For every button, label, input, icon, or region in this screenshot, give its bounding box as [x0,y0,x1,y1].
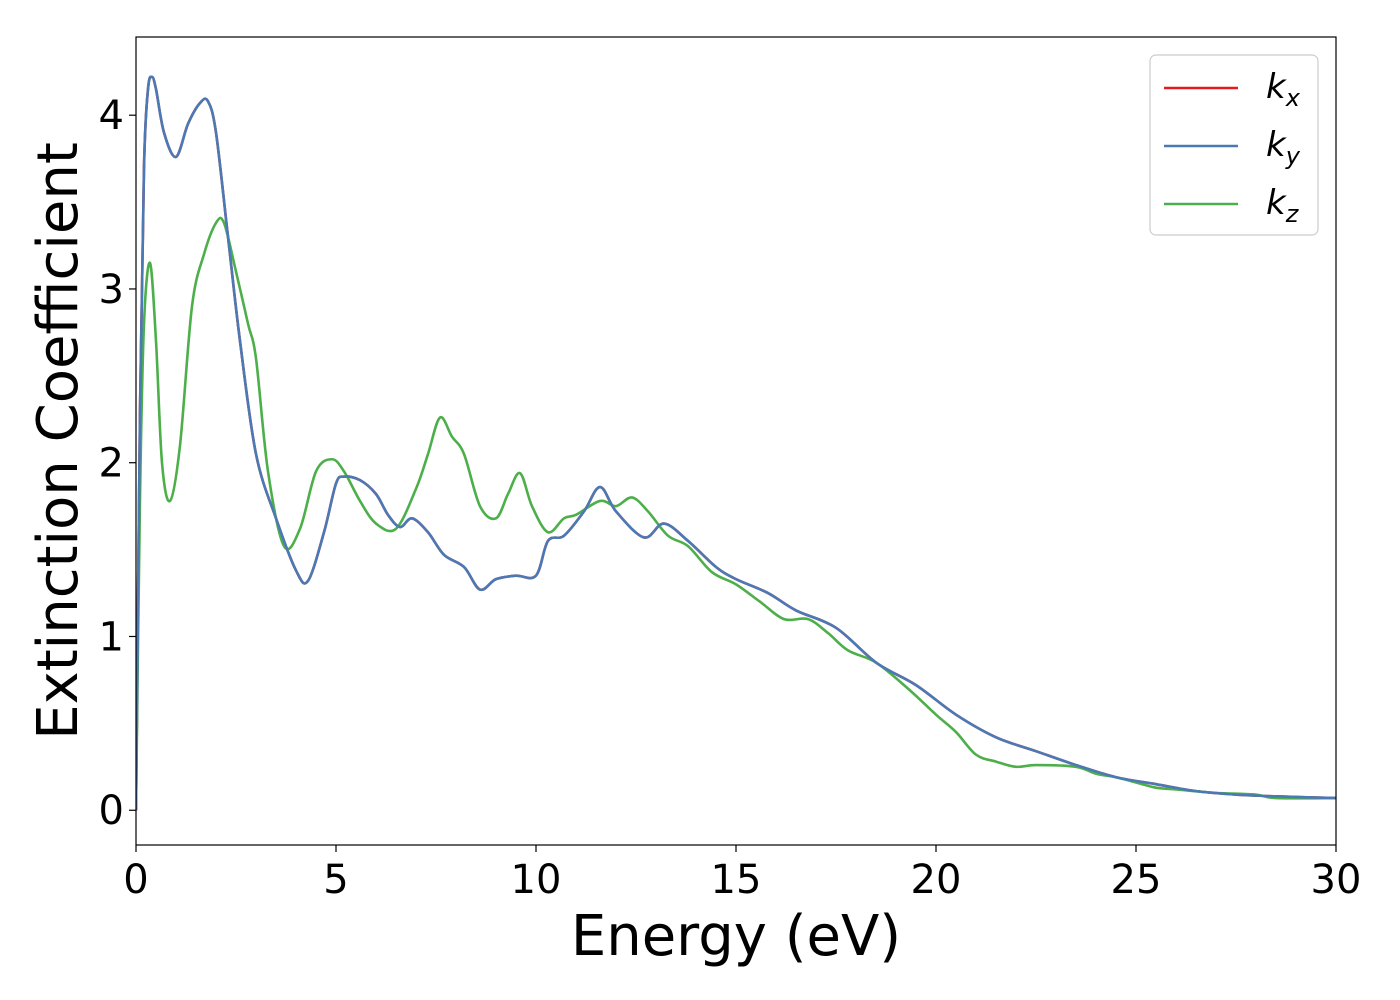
x-tick-label: 30 [1311,857,1362,903]
y-tick-label: 1 [99,614,124,660]
legend-label-subscript: y [1285,142,1301,170]
series-line-z [136,216,1336,811]
x-tick-label: 25 [1111,857,1162,903]
legend-label-base: k [1266,125,1287,165]
legend-label-x: kx [1266,67,1301,112]
legend-label-subscript: x [1285,84,1301,112]
x-axis-label: Energy (eV) [571,904,901,969]
legend-label-base: k [1266,183,1287,223]
series-line-y [136,75,1336,811]
legend-label-y: ky [1266,125,1301,170]
plot-area [136,75,1336,811]
x-tick-label: 20 [911,857,962,903]
y-tick-label: 2 [99,441,124,487]
legend-label-z: kz [1266,183,1300,228]
legend-label-subscript: z [1285,200,1300,228]
x-tick-label: 15 [711,857,762,903]
x-axis: 0 5 10 15 20 25 30 [123,845,1361,903]
y-axis-label: Extinction Coefficient [26,142,91,740]
y-tick-label: 3 [99,267,124,313]
legend-label-base: k [1266,67,1287,107]
x-tick-label: 5 [323,857,348,903]
y-tick-label: 4 [99,93,124,139]
x-tick-label: 0 [123,857,148,903]
y-axis: 0 1 2 3 4 [99,93,136,834]
x-tick-label: 10 [511,857,562,903]
y-tick-label: 0 [99,788,124,834]
